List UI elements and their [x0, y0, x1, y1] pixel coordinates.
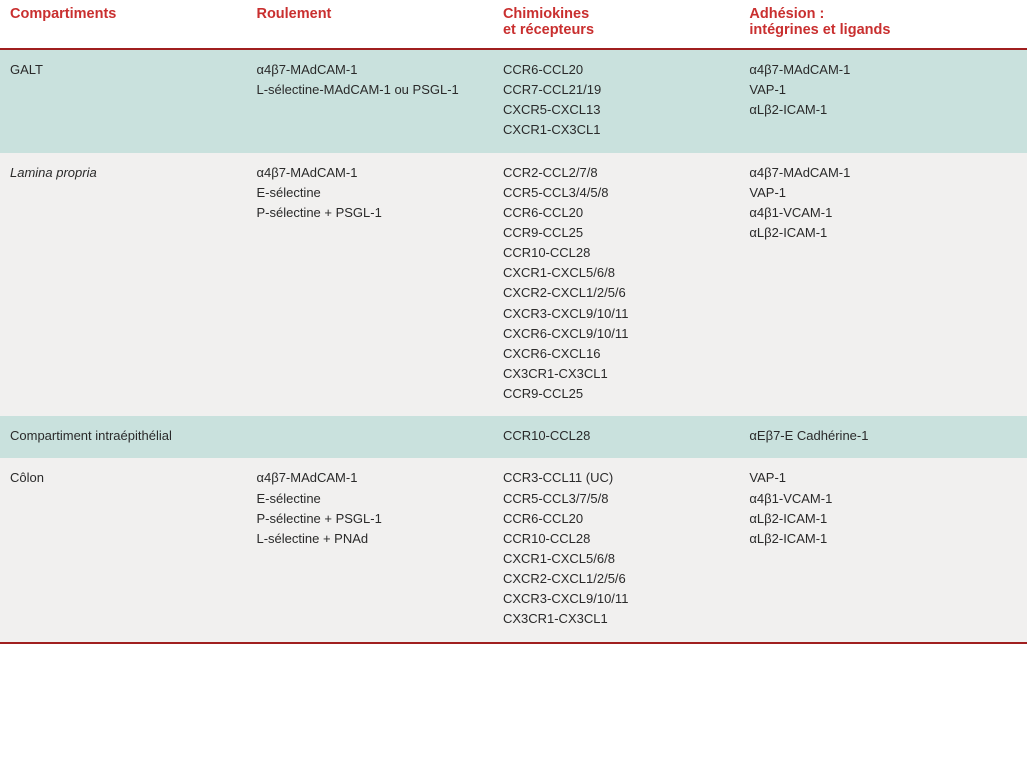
- cell-roulement: α4β7-MAdCAM-1L-sélectine-MAdCAM-1 ou PSG…: [246, 49, 492, 153]
- cell-compartiment: Compartiment intraépithélial: [0, 416, 246, 458]
- cell-adhesion-item: α4β1-VCAM-1: [749, 489, 1017, 509]
- table-row: Lamina propriaα4β7-MAdCAM-1E-sélectineP-…: [0, 153, 1027, 417]
- cell-adhesion-item: VAP-1: [749, 183, 1017, 203]
- col-chimiokines: Chimiokines et récepteurs: [493, 0, 739, 49]
- cell-roulement-item: L-sélectine + PNAd: [256, 529, 482, 549]
- molecules-table: Compartiments Roulement Chimiokines et r…: [0, 0, 1027, 644]
- cell-chimiokines-item: CCR5-CCL3/4/5/8: [503, 183, 729, 203]
- table-header: Compartiments Roulement Chimiokines et r…: [0, 0, 1027, 49]
- cell-compartiment: Lamina propria: [0, 153, 246, 417]
- col-compartiments: Compartiments: [0, 0, 246, 49]
- cell-adhesion: α4β7-MAdCAM-1VAP-1αLβ2-ICAM-1: [739, 49, 1027, 153]
- cell-chimiokines-item: CCR10-CCL28: [503, 529, 729, 549]
- cell-chimiokines-item: CCR5-CCL3/7/5/8: [503, 489, 729, 509]
- compartiment-label: Compartiment intraépithélial: [10, 426, 236, 446]
- cell-roulement-item: L-sélectine-MAdCAM-1 ou PSGL-1: [256, 80, 482, 100]
- col-label: Compartiments: [10, 6, 116, 22]
- cell-chimiokines-item: CXCR2-CXCL1/2/5/6: [503, 283, 729, 303]
- col-label: Adhésion :: [749, 6, 824, 22]
- cell-roulement-item: α4β7-MAdCAM-1: [256, 60, 482, 80]
- cell-chimiokines-item: CXCR3-CXCL9/10/11: [503, 304, 729, 324]
- table-row: GALTα4β7-MAdCAM-1L-sélectine-MAdCAM-1 ou…: [0, 49, 1027, 153]
- cell-compartiment: GALT: [0, 49, 246, 153]
- cell-roulement-item: P-sélectine + PSGL-1: [256, 509, 482, 529]
- cell-adhesion-item: αLβ2-ICAM-1: [749, 529, 1017, 549]
- cell-chimiokines-item: CXCR2-CXCL1/2/5/6: [503, 569, 729, 589]
- cell-roulement: α4β7-MAdCAM-1E-sélectineP-sélectine + PS…: [246, 153, 492, 417]
- cell-chimiokines-item: CX3CR1-CX3CL1: [503, 609, 729, 629]
- cell-adhesion-item: αEβ7-E Cadhérine-1: [749, 426, 1017, 446]
- compartiment-label: Côlon: [10, 468, 236, 488]
- cell-adhesion: VAP-1α4β1-VCAM-1αLβ2-ICAM-1αLβ2-ICAM-1: [739, 458, 1027, 642]
- col-label: Roulement: [256, 6, 331, 22]
- col-roulement: Roulement: [246, 0, 492, 49]
- cell-adhesion-item: α4β7-MAdCAM-1: [749, 60, 1017, 80]
- col-label: Chimiokines: [503, 6, 589, 22]
- cell-chimiokines-item: CCR6-CCL20: [503, 203, 729, 223]
- cell-chimiokines-item: CCR10-CCL28: [503, 426, 729, 446]
- cell-roulement-item: α4β7-MAdCAM-1: [256, 163, 482, 183]
- compartiment-label: GALT: [10, 60, 236, 80]
- cell-roulement: [246, 416, 492, 458]
- cell-roulement-item: E-sélectine: [256, 183, 482, 203]
- cell-roulement-item: α4β7-MAdCAM-1: [256, 468, 482, 488]
- cell-chimiokines-item: CXCR1-CX3CL1: [503, 120, 729, 140]
- cell-compartiment: Côlon: [0, 458, 246, 642]
- cell-chimiokines-item: CCR9-CCL25: [503, 223, 729, 243]
- cell-chimiokines: CCR6-CCL20CCR7-CCL21/19CXCR5-CXCL13CXCR1…: [493, 49, 739, 153]
- cell-adhesion: α4β7-MAdCAM-1VAP-1α4β1-VCAM-1αLβ2-ICAM-1: [739, 153, 1027, 417]
- cell-chimiokines: CCR3-CCL11 (UC)CCR5-CCL3/7/5/8CCR6-CCL20…: [493, 458, 739, 642]
- cell-roulement-item: P-sélectine + PSGL-1: [256, 203, 482, 223]
- cell-chimiokines-item: CXCR1-CXCL5/6/8: [503, 549, 729, 569]
- cell-chimiokines-item: CCR10-CCL28: [503, 243, 729, 263]
- cell-chimiokines-item: CXCR6-CXCL16: [503, 344, 729, 364]
- cell-chimiokines-item: CXCR1-CXCL5/6/8: [503, 263, 729, 283]
- cell-chimiokines-item: CCR7-CCL21/19: [503, 80, 729, 100]
- compartiment-label: Lamina propria: [10, 163, 236, 183]
- cell-adhesion: αEβ7-E Cadhérine-1: [739, 416, 1027, 458]
- col-sub: intégrines et ligands: [749, 22, 1017, 38]
- cell-chimiokines: CCR2-CCL2/7/8CCR5-CCL3/4/5/8CCR6-CCL20CC…: [493, 153, 739, 417]
- col-adhesion: Adhésion : intégrines et ligands: [739, 0, 1027, 49]
- cell-chimiokines-item: CCR9-CCL25: [503, 384, 729, 404]
- table-row: Compartiment intraépithélial CCR10-CCL28 α…: [0, 416, 1027, 458]
- cell-adhesion-item: α4β7-MAdCAM-1: [749, 163, 1017, 183]
- table-row: Côlon α4β7-MAdCAM-1E-sélectineP-sélectine…: [0, 458, 1027, 642]
- cell-chimiokines-item: CCR2-CCL2/7/8: [503, 163, 729, 183]
- cell-chimiokines: CCR10-CCL28: [493, 416, 739, 458]
- cell-chimiokines-item: CXCR6-CXCL9/10/11: [503, 324, 729, 344]
- col-sub: et récepteurs: [503, 22, 729, 38]
- table-body: GALTα4β7-MAdCAM-1L-sélectine-MAdCAM-1 ou…: [0, 49, 1027, 643]
- cell-chimiokines-item: CXCR5-CXCL13: [503, 100, 729, 120]
- cell-adhesion-item: αLβ2-ICAM-1: [749, 509, 1017, 529]
- cell-roulement-item: E-sélectine: [256, 489, 482, 509]
- cell-roulement: α4β7-MAdCAM-1E-sélectineP-sélectine + PS…: [246, 458, 492, 642]
- cell-chimiokines-item: CCR3-CCL11 (UC): [503, 468, 729, 488]
- cell-adhesion-item: α4β1-VCAM-1: [749, 203, 1017, 223]
- cell-chimiokines-item: CXCR3-CXCL9/10/11: [503, 589, 729, 609]
- cell-chimiokines-item: CCR6-CCL20: [503, 60, 729, 80]
- cell-chimiokines-item: CX3CR1-CX3CL1: [503, 364, 729, 384]
- cell-adhesion-item: αLβ2-ICAM-1: [749, 223, 1017, 243]
- cell-adhesion-item: VAP-1: [749, 80, 1017, 100]
- cell-chimiokines-item: CCR6-CCL20: [503, 509, 729, 529]
- cell-adhesion-item: VAP-1: [749, 468, 1017, 488]
- cell-adhesion-item: αLβ2-ICAM-1: [749, 100, 1017, 120]
